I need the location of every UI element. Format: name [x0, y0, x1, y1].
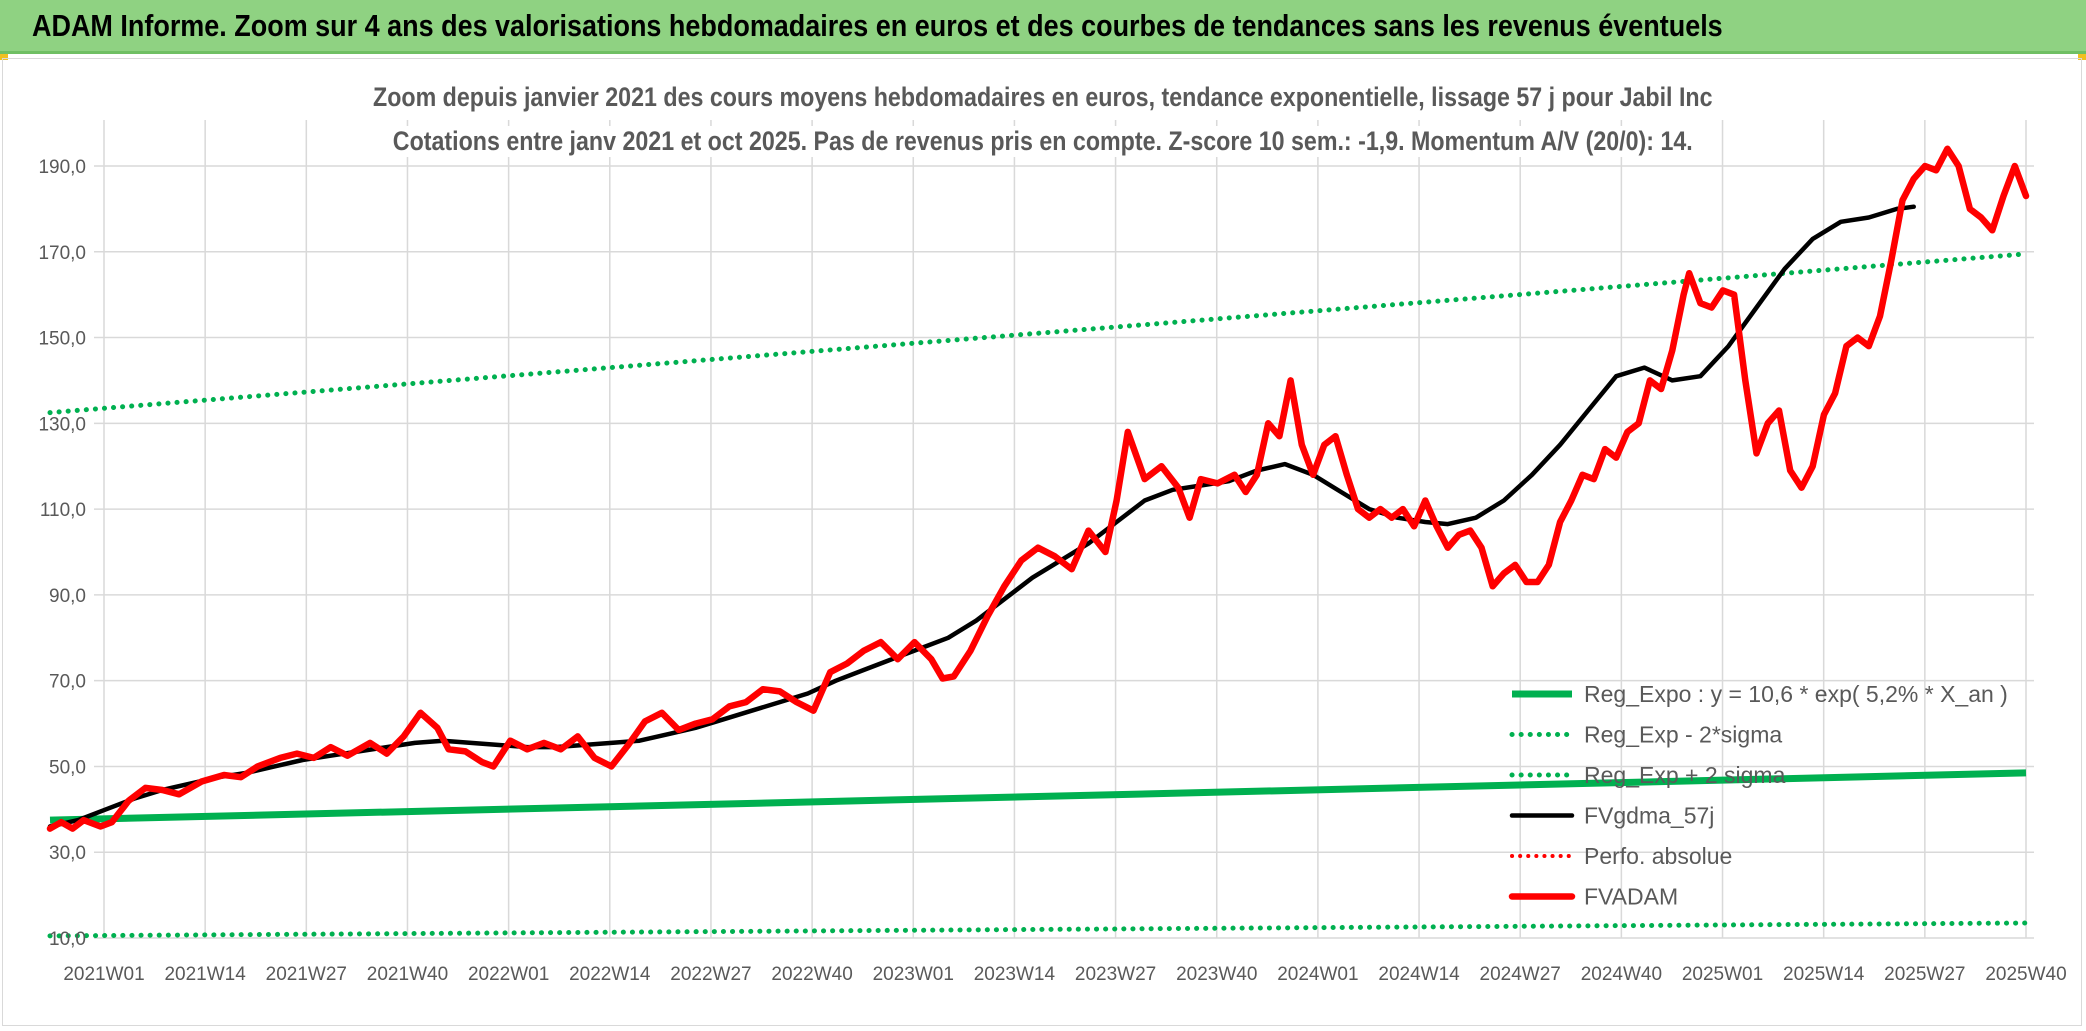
chart-title: Zoom depuis janvier 2021 des cours moyen… — [368, 82, 1718, 113]
y-tick-label: 150,0 — [38, 329, 86, 350]
x-tick-label: 2022W01 — [468, 964, 549, 985]
y-tick-label: 170,0 — [38, 243, 86, 264]
gridlines — [94, 120, 2034, 939]
series-line-dotted-green — [47, 251, 2029, 416]
legend-label: Reg_Exp + 2 sigma — [1584, 762, 1786, 788]
chart-subtitle-wrap: Cotations entre janv 2021 et oct 2025. P… — [0, 126, 2086, 157]
x-tick-label: 2024W27 — [1480, 964, 1561, 985]
y-tick-label: 70,0 — [49, 672, 86, 693]
series-line-solid-thick-green — [49, 769, 2027, 824]
legend-label: Perfo. absolue — [1584, 843, 1732, 869]
x-tick-label: 2022W27 — [670, 964, 751, 985]
x-tick-label: 2021W40 — [367, 964, 448, 985]
series-line-dotted-green — [47, 920, 2029, 939]
x-tick-label: 2025W01 — [1682, 964, 1763, 985]
y-tick-label: 190,0 — [38, 157, 86, 178]
x-tick-label: 2025W40 — [1985, 964, 2066, 985]
y-tick-label: 10,0 — [49, 929, 86, 950]
x-tick-label: 2021W27 — [266, 964, 347, 985]
x-tick-label: 2024W01 — [1277, 964, 1358, 985]
x-tick-label: 2024W14 — [1378, 964, 1460, 985]
y-tick-label: 110,0 — [40, 500, 86, 521]
y-tick-label: 90,0 — [49, 586, 86, 607]
x-tick-label: 2025W14 — [1783, 964, 1865, 985]
y-tick-label: 30,0 — [49, 843, 86, 864]
legend-label: FVgdma_57j — [1584, 803, 1714, 829]
x-tick-label: 2023W14 — [974, 964, 1056, 985]
legend-label: Reg_Exp - 2*sigma — [1584, 722, 1782, 748]
report-banner-title: ADAM Informe. Zoom sur 4 ans des valoris… — [32, 8, 1723, 43]
series-line-solid-thick-red — [46, 145, 2030, 832]
x-axis-ticks: 2021W01 2021W14 2021W27 2021W40 2022W01 2022W… — [63, 964, 2066, 985]
legend-label: FVADAM — [1584, 884, 1678, 910]
legend-label: Reg_Expo : y = 10,6 * exp( 5,2% * X_an ) — [1584, 681, 2008, 707]
x-tick-label: 2023W01 — [873, 964, 954, 985]
x-tick-label: 2023W27 — [1075, 964, 1156, 985]
y-tick-label: 50,0 — [49, 757, 86, 778]
corner-accent-left — [0, 54, 8, 60]
corner-accent-right — [2078, 54, 2086, 60]
y-axis-ticks: 10,0 30,0 50,0 70,0 90,0 110,0 130,0 150,0 170,0… — [38, 157, 86, 950]
x-tick-label: 2021W14 — [164, 964, 246, 985]
x-tick-label: 2023W40 — [1176, 964, 1257, 985]
x-tick-label: 2025W27 — [1884, 964, 1965, 985]
chart-title-wrap: Zoom depuis janvier 2021 des cours moyen… — [0, 82, 2086, 113]
legend: Reg_Expo : y = 10,6 * exp( 5,2% * X_an )… — [1508, 681, 2008, 910]
chart-subtitle: Cotations entre janv 2021 et oct 2025. P… — [387, 126, 1699, 157]
x-tick-label: 2024W40 — [1581, 964, 1662, 985]
x-tick-label: 2022W14 — [569, 964, 651, 985]
x-tick-label: 2022W40 — [771, 964, 852, 985]
y-tick-label: 130,0 — [38, 414, 86, 435]
report-banner: ADAM Informe. Zoom sur 4 ans des valoris… — [0, 0, 2086, 54]
series-lines — [46, 145, 2030, 939]
x-tick-label: 2021W01 — [63, 964, 144, 985]
chart-frame — [2, 58, 2082, 1026]
